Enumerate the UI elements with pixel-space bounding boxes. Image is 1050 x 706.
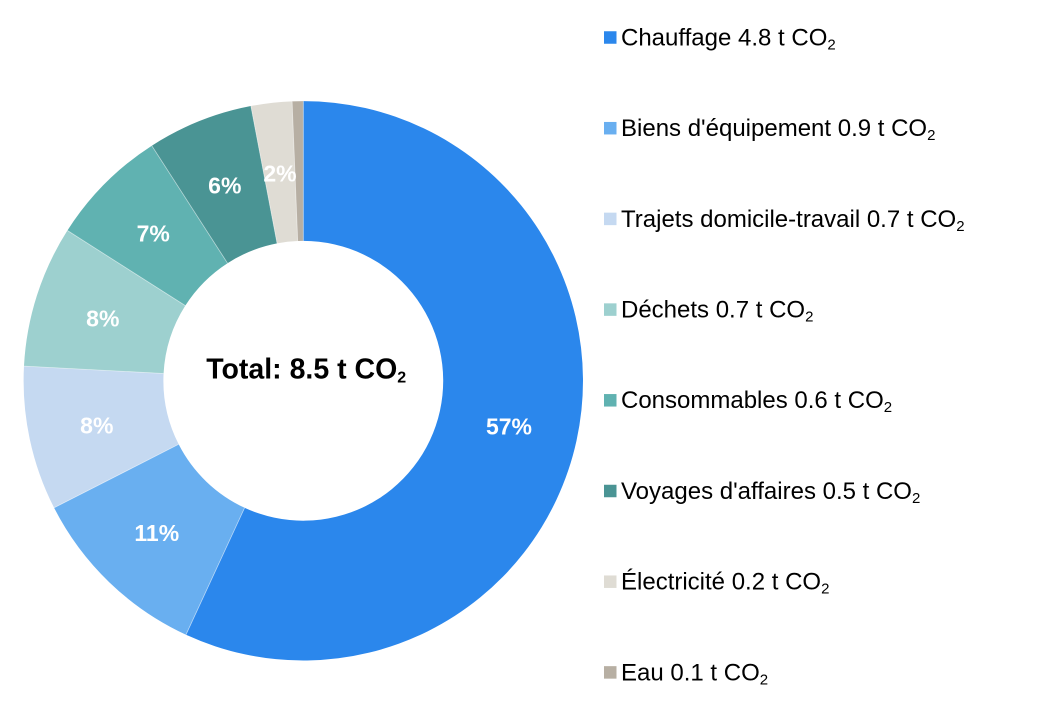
- svg-text:Voyages d'affaires 0.5 t CO2: Voyages d'affaires 0.5 t CO2: [621, 478, 920, 507]
- svg-text:Biens d'équipement 0.9 t CO2: Biens d'équipement 0.9 t CO2: [621, 115, 935, 144]
- svg-text:8%: 8%: [86, 306, 119, 332]
- svg-text:8%: 8%: [80, 412, 113, 438]
- svg-text:Eau 0.1 t CO2: Eau 0.1 t CO2: [621, 659, 768, 688]
- svg-text:Électricité 0.2 t CO2: Électricité 0.2 t CO2: [621, 569, 829, 598]
- svg-text:2%: 2%: [263, 161, 296, 187]
- svg-text:6%: 6%: [208, 173, 241, 199]
- svg-text:Chauffage 4.8 t CO2: Chauffage 4.8 t CO2: [621, 24, 836, 53]
- svg-text:Déchets 0.7 t CO2: Déchets 0.7 t CO2: [621, 297, 813, 326]
- svg-text:57%: 57%: [486, 413, 532, 439]
- svg-text:Trajets domicile-travail 0.7 t: Trajets domicile-travail 0.7 t CO2: [621, 206, 965, 235]
- svg-text:Total: 8.5 t CO2: Total: 8.5 t CO2: [206, 354, 406, 387]
- svg-text:7%: 7%: [137, 221, 170, 247]
- svg-text:11%: 11%: [134, 520, 179, 546]
- svg-text:Consommables 0.6 t CO2: Consommables 0.6 t CO2: [621, 387, 892, 416]
